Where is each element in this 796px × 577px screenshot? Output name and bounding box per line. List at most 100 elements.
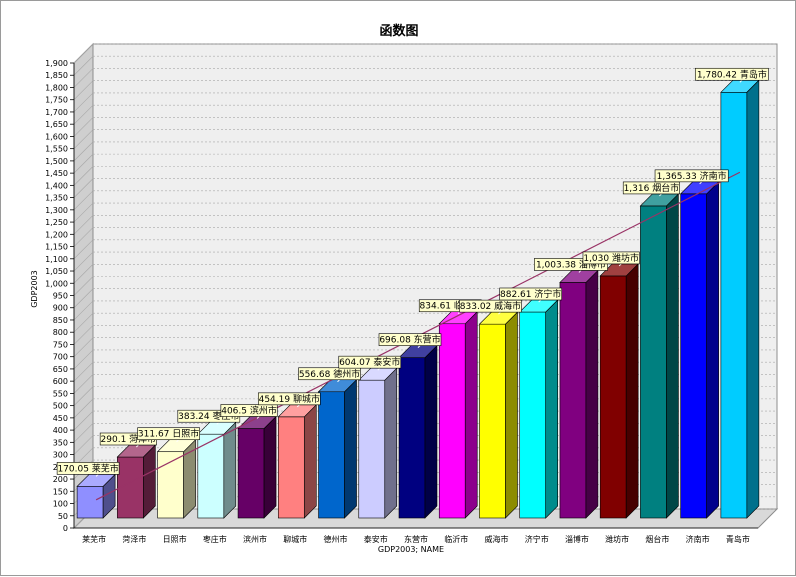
data-label: 1,316 烟台市 (622, 181, 680, 197)
bar (76, 473, 116, 519)
x-tick-label: 济南市 (686, 534, 710, 544)
bar-front (197, 433, 225, 519)
y-tick-label: 800 (53, 328, 68, 337)
y-tick-label: 1,700 (45, 108, 68, 117)
bar (277, 404, 318, 519)
y-tick-label: 50 (58, 512, 68, 521)
data-label-text: 556.68 德州市 (299, 368, 360, 380)
data-label-text: 170.05 莱芜市 (57, 462, 118, 474)
y-tick-label: 1,600 (45, 132, 68, 141)
data-label: 1,030 潍坊市 (582, 251, 640, 267)
y-tick-label: 1,750 (45, 96, 68, 105)
bar-side (625, 263, 639, 519)
y-tick-label: 750 (53, 340, 68, 349)
y-tick-label: 1,900 (45, 59, 68, 68)
bar-side (545, 299, 559, 519)
x-tick-label: 淄博市 (565, 534, 589, 544)
bar (720, 79, 760, 519)
bar (237, 415, 277, 519)
bar-side (183, 438, 196, 519)
y-tick-label: 400 (53, 426, 68, 435)
data-label-text: 882.61 济宁市 (500, 288, 561, 300)
x-tick-label: 枣庄市 (203, 534, 227, 544)
data-label: 882.61 济宁市 (499, 287, 563, 303)
x-tick-label: 东营市 (404, 534, 428, 544)
data-label-text: 311.67 日照市 (138, 428, 199, 440)
chart-title: 函数图 (379, 23, 418, 39)
x-tick-label: 菏泽市 (122, 534, 146, 544)
bar (639, 193, 680, 519)
y-axis-label: GDP2003 (30, 270, 39, 308)
bar (398, 344, 438, 519)
x-tick-label: 青岛市 (726, 534, 750, 544)
bar-front (117, 456, 144, 519)
y-tick-label: 1,150 (45, 243, 68, 252)
data-label: 556.68 德州市 (298, 367, 361, 383)
bar (478, 311, 519, 519)
y-tick-label: 150 (53, 487, 68, 496)
bar (599, 263, 639, 519)
bar-front (680, 193, 707, 519)
y-tick-label: 450 (53, 414, 68, 423)
y-axis: 0501001502002503003504004505005506006507… (45, 59, 758, 533)
bar-side (706, 181, 719, 519)
y-tick-label: 1,300 (45, 206, 68, 215)
bar-side (303, 404, 317, 519)
y-tick-label: 1,800 (45, 83, 68, 92)
data-label-text: 604.07 泰安市 (339, 356, 400, 368)
x-tick-label: 济宁市 (525, 534, 549, 544)
y-tick-label: 1,350 (45, 194, 68, 203)
data-label-text: 1,780.42 青岛市 (697, 68, 767, 80)
bar-front (358, 379, 386, 519)
data-label: 1,365.33 济南市 (654, 169, 729, 185)
bar (317, 379, 358, 519)
bar-front (720, 91, 748, 519)
y-tick-label: 950 (53, 292, 68, 301)
bar-side (585, 269, 599, 519)
x-axis-label: GDP2003; NAME (378, 545, 444, 554)
bar (116, 444, 157, 519)
y-tick-label: 1,000 (45, 279, 68, 288)
bar-side (666, 193, 679, 519)
y-tick-label: 1,500 (45, 157, 68, 166)
bar (358, 367, 398, 519)
bar-front (559, 282, 587, 519)
bar-front (398, 357, 426, 519)
y-tick-label: 500 (53, 402, 68, 411)
bar-front (438, 323, 466, 519)
data-label: 833.02 威海市 (459, 299, 522, 315)
x-tick-label: 滨州市 (243, 534, 267, 544)
y-tick-label: 1,850 (45, 71, 68, 80)
bar-front (519, 311, 547, 519)
y-tick-label: 100 (53, 500, 68, 509)
bars (76, 79, 760, 519)
x-tick-label: 威海市 (484, 534, 508, 544)
y-tick-label: 1,650 (45, 120, 68, 129)
bar-side (746, 79, 760, 519)
data-label: 696.08 东营市 (378, 333, 442, 348)
data-label-text: 1,316 烟台市 (624, 182, 680, 194)
data-label: 170.05 莱芜市 (56, 462, 120, 477)
x-tick-label: 临沂市 (444, 534, 468, 544)
data-label: 604.07 泰安市 (338, 355, 402, 371)
y-tick-label: 1,050 (45, 267, 68, 276)
x-tick-label: 聊城市 (283, 534, 307, 544)
bar-side (263, 415, 277, 519)
x-axis-labels: 莱芜市 菏泽市 日照市 枣庄市 滨州市 聊城市 德州市 泰安市 东营市 临沂市 威海市 济宁市 淄博市 潍… (82, 534, 750, 544)
bar-side (464, 311, 478, 519)
y-tick-label: 1,250 (45, 218, 68, 227)
bar-side (223, 421, 237, 519)
bar-side (344, 379, 357, 519)
bar-front (640, 205, 667, 519)
bar (197, 421, 237, 519)
x-tick-label: 泰安市 (364, 534, 388, 544)
data-label-text: 833.02 威海市 (460, 300, 521, 312)
bar-front (599, 275, 627, 519)
bar (679, 181, 720, 519)
y-tick-label: 850 (53, 316, 68, 325)
x-tick-label: 潍坊市 (605, 534, 629, 544)
y-tick-label: 350 (53, 438, 68, 447)
bar (518, 299, 559, 519)
